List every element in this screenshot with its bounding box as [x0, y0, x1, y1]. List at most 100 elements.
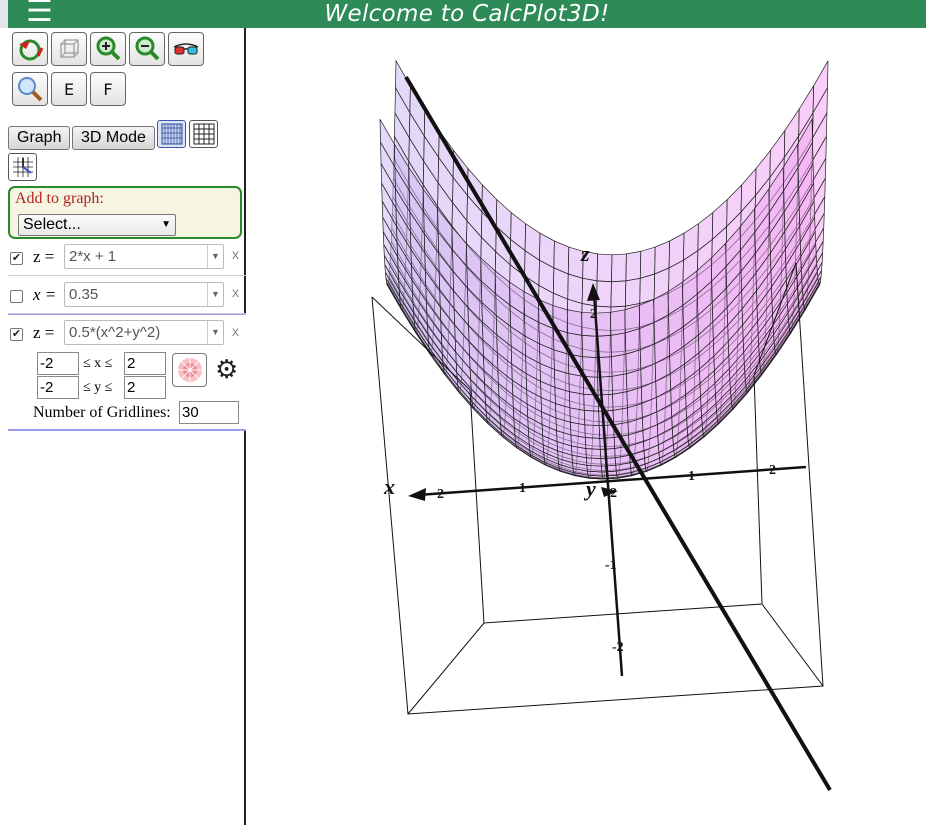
- add-to-graph-label: Add to graph:: [15, 190, 104, 207]
- z-tick-label: 2: [590, 307, 597, 322]
- color-pattern-icon: [177, 358, 202, 382]
- surface-patch: [624, 277, 641, 307]
- surface-patch: [568, 373, 585, 395]
- equation-2-remove[interactable]: x: [232, 284, 239, 300]
- chevron-down-icon[interactable]: ▼: [207, 245, 223, 268]
- surface-patch: [611, 253, 627, 283]
- equation-3-lhs: z =: [33, 323, 55, 342]
- surface-patch: [567, 273, 584, 304]
- x-tick-label: 1: [519, 481, 526, 496]
- z-tick-label: -2: [612, 640, 624, 655]
- chevron-down-icon[interactable]: ▼: [207, 321, 223, 344]
- reset-view-button[interactable]: [12, 32, 48, 66]
- surface-patch: [581, 335, 598, 358]
- grid-button[interactable]: [189, 120, 218, 148]
- equation-row-1: ✔ z = 2*x + 1 ▼ x: [8, 238, 246, 276]
- dense-grid-button[interactable]: [157, 120, 186, 148]
- app-header: ☰ Welcome to CalcPlot3D!: [8, 0, 926, 28]
- y-range-label: ≤ y ≤: [83, 380, 113, 395]
- sidebar: E F Graph 3D Mode: [0, 28, 246, 825]
- surface-patch: [639, 246, 656, 279]
- axes-grid-button[interactable]: [8, 153, 37, 181]
- surface-patch: [611, 353, 627, 377]
- surface-patch: [612, 391, 628, 411]
- surface-patch: [610, 309, 626, 336]
- equation-3-input[interactable]: 0.5*(x^2+y^2) ▼: [64, 320, 224, 345]
- gear-icon[interactable]: ⚙: [215, 355, 239, 385]
- z-tick-label: -1: [605, 558, 617, 573]
- add-to-graph-panel: Add to graph: Select... ▼: [8, 186, 242, 239]
- select-value: Select...: [23, 216, 81, 233]
- graph-button[interactable]: Graph: [8, 126, 71, 150]
- add-to-graph-select[interactable]: Select... ▼: [18, 214, 176, 236]
- surface-patch: [584, 424, 601, 439]
- surface-patch: [611, 373, 628, 395]
- equation-1-lhs: z =: [33, 247, 55, 266]
- x-max-input[interactable]: 2: [124, 352, 166, 375]
- equation-row-3: ✔ z = 0.5*(x^2+y^2) ▼ x -2 ≤ x ≤ 2 -2 ≤ …: [8, 314, 246, 431]
- equation-3-remove[interactable]: x: [232, 323, 239, 339]
- app-title: Welcome to CalcPlot3D!: [324, 1, 610, 27]
- z-axis: [587, 283, 624, 677]
- reset-view-icon: [19, 39, 44, 61]
- axes-grid-icon: [12, 157, 33, 177]
- equation-1-checkbox[interactable]: ✔: [10, 252, 23, 265]
- y-tick-label: 1: [688, 469, 695, 484]
- surface-patch: [624, 304, 641, 334]
- y-min-input[interactable]: -2: [37, 376, 79, 399]
- x-min-input[interactable]: -2: [37, 352, 79, 375]
- z-axis-label: z: [580, 241, 590, 266]
- y-tick-label: 2: [769, 463, 776, 478]
- surface-patch: [568, 391, 585, 411]
- surface-patch: [583, 410, 600, 427]
- surface-patch: [625, 250, 642, 282]
- anaglyph-3d-button[interactable]: [168, 32, 204, 66]
- plane-edge-line: [404, 75, 832, 792]
- equation-1-remove[interactable]: x: [232, 246, 239, 262]
- menu-icon[interactable]: ☰: [26, 0, 53, 29]
- gridlines-input[interactable]: 30: [179, 401, 239, 424]
- dense-grid-icon: [161, 123, 182, 145]
- surface-patch: [596, 253, 613, 283]
- surface-patch: [610, 280, 627, 308]
- surface-patch: [600, 457, 617, 467]
- zoom-out-icon: [135, 36, 160, 61]
- zoom-in-button[interactable]: [90, 32, 126, 66]
- equation-2-checkbox[interactable]: [10, 290, 23, 303]
- equation-2-lhs: x =: [33, 285, 57, 304]
- box-view-button[interactable]: [51, 32, 87, 66]
- surface-patch: [599, 448, 616, 460]
- box-view-icon: [60, 39, 79, 58]
- surface-patch: [599, 437, 616, 450]
- y-max-input[interactable]: 2: [124, 376, 166, 399]
- surface-patch: [596, 280, 612, 308]
- equation-1-input[interactable]: 2*x + 1 ▼: [64, 244, 224, 269]
- x-tick-label: 2: [437, 487, 444, 502]
- f-button[interactable]: F: [90, 72, 126, 106]
- chevron-down-icon: ▼: [161, 219, 171, 230]
- equation-2-input[interactable]: 0.35 ▼: [64, 282, 224, 307]
- grid-icon: [193, 123, 214, 145]
- plot-area[interactable]: x y z 2 1 1 2 2 2 -1 -2: [248, 28, 926, 825]
- surface-patch: [566, 309, 583, 336]
- 3d-mode-button[interactable]: 3D Mode: [72, 126, 155, 150]
- equation-1-value: 2*x + 1: [69, 248, 117, 265]
- x-range-label: ≤ x ≤: [83, 356, 113, 371]
- color-scheme-button[interactable]: [172, 353, 207, 387]
- bounding-box: [371, 262, 824, 715]
- magnifier-icon: [18, 77, 43, 102]
- equation-3-checkbox[interactable]: ✔: [10, 328, 23, 341]
- 3d-glasses-icon: [173, 43, 199, 55]
- paraboloid-surface: [379, 59, 829, 480]
- equation-3-value: 0.5*(x^2+y^2): [69, 324, 161, 341]
- y-axis-label: y: [583, 476, 596, 501]
- plot-canvas[interactable]: x y z 2 1 1 2 2 2 -1 -2: [248, 28, 926, 825]
- e-button[interactable]: E: [51, 72, 87, 106]
- surface-patch: [584, 437, 601, 450]
- surface-patch: [595, 311, 612, 337]
- chevron-down-icon[interactable]: ▼: [207, 283, 223, 306]
- magnify-button[interactable]: [12, 72, 48, 106]
- equation-2-value: 0.35: [69, 286, 99, 303]
- x-axis-label: x: [383, 474, 395, 499]
- zoom-out-button[interactable]: [129, 32, 165, 66]
